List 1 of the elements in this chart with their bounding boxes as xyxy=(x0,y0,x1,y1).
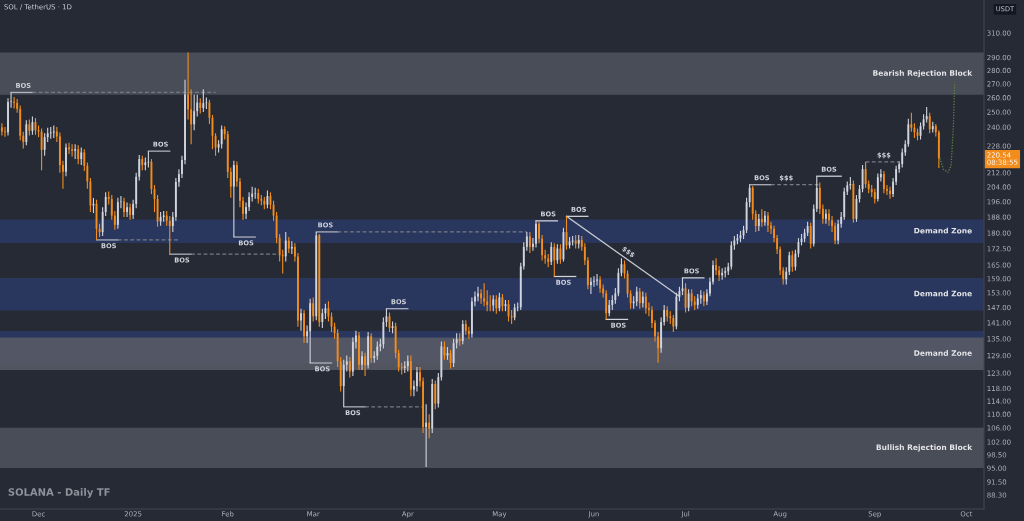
annotation: SOLANA - Daily TF xyxy=(8,488,110,498)
